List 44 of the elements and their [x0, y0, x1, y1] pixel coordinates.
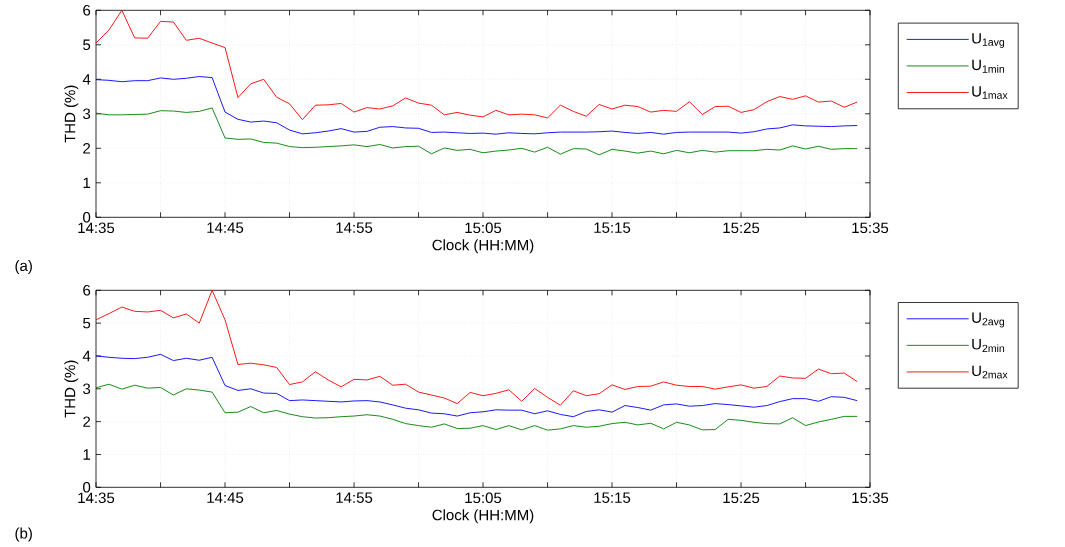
x-tick-label: 14:45	[207, 492, 244, 503]
y-tick-label: 2	[83, 142, 91, 154]
x-tick-label: 15:25	[723, 222, 760, 233]
legend-label: U$_{2avg}$	[972, 312, 1005, 328]
text: (b)	[15, 527, 32, 542]
y-tick-label: 5	[83, 317, 91, 329]
y-tick-label: 4	[82, 74, 91, 85]
legend-label: U$_{1min}$	[972, 59, 1005, 73]
line-series	[95, 353, 858, 418]
line-series	[95, 289, 858, 406]
line-series	[95, 383, 858, 431]
x-tick-label: 15:15	[594, 492, 631, 503]
x-tick-label: 14:55	[336, 222, 373, 233]
legend-label: U$_{2max}$	[972, 365, 1008, 379]
x-axis-title: Clock (HH:MM)	[432, 239, 534, 254]
y-axis-title: THD (%)	[64, 85, 79, 143]
x-tick-label: 15:35	[852, 222, 889, 233]
y-tick-label: 6	[83, 284, 91, 296]
y-tick-label: 3	[83, 383, 91, 394]
x-tick-label: 15:15	[594, 222, 631, 233]
y-tick-label: 0	[83, 211, 91, 223]
x-tick-label: 14:35	[78, 222, 115, 233]
y-axis-title: THD (%)	[64, 360, 79, 418]
legend-label: U$_{1avg}$	[972, 32, 1005, 48]
legend-label: U$_{2min}$	[972, 338, 1005, 352]
x-tick-label: 15:05	[465, 222, 502, 233]
y-tick-label: 2	[83, 416, 91, 427]
x-tick-label: 14:45	[207, 222, 244, 233]
line-series	[95, 9, 858, 120]
text: (a)	[15, 259, 32, 274]
x-tick-label: 15:35	[852, 492, 889, 503]
y-tick-label: 6	[83, 4, 91, 16]
x-tick-label: 15:25	[723, 492, 760, 503]
x-tick-label: 14:55	[336, 492, 373, 503]
y-tick-label: 1	[83, 449, 91, 460]
y-tick-label: 4	[82, 350, 91, 361]
x-tick-label: 14:35	[78, 492, 115, 503]
x-axis-title: Clock (HH:MM)	[432, 509, 534, 524]
y-tick-label: 1	[83, 177, 91, 188]
y-tick-label: 5	[83, 39, 91, 50]
y-tick-label: 3	[83, 108, 91, 119]
y-tick-label: 0	[83, 481, 91, 493]
x-tick-label: 15:05	[465, 492, 502, 503]
legend-label: U$_{1max}$	[972, 86, 1008, 99]
